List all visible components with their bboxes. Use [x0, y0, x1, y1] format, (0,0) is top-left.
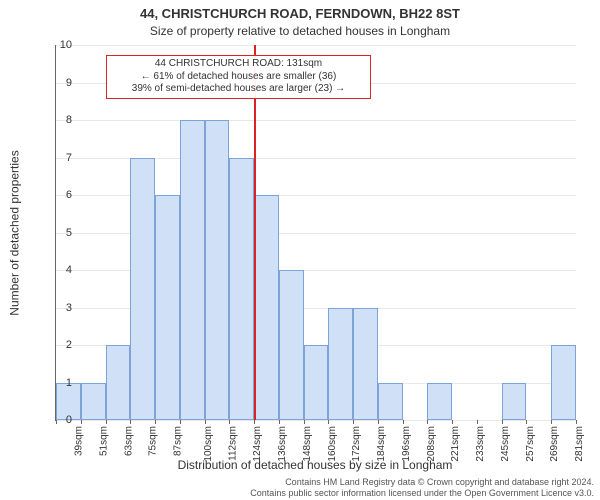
- x-tick-label: 184sqm: [376, 426, 387, 462]
- x-tick-label: 136sqm: [277, 426, 288, 462]
- gridline: [56, 45, 576, 46]
- chart-container: 44, CHRISTCHURCH ROAD, FERNDOWN, BH22 8S…: [0, 0, 600, 500]
- x-tick-label: 257sqm: [525, 426, 536, 462]
- x-tick-label: 124sqm: [252, 426, 263, 462]
- histogram-bar: [130, 158, 155, 421]
- x-tick: [254, 420, 255, 424]
- x-tick: [403, 420, 404, 424]
- x-tick: [477, 420, 478, 424]
- histogram-bar: [205, 120, 230, 420]
- y-tick-label: 4: [52, 264, 72, 276]
- x-tick-label: 63sqm: [123, 426, 134, 456]
- x-tick: [130, 420, 131, 424]
- y-axis-label: Number of detached properties: [8, 45, 22, 420]
- x-axis-label: Distribution of detached houses by size …: [55, 458, 575, 472]
- x-tick-label: 100sqm: [203, 426, 214, 462]
- histogram-bar: [328, 308, 353, 421]
- y-tick-label: 9: [52, 77, 72, 89]
- y-tick-label: 5: [52, 227, 72, 239]
- x-tick-label: 245sqm: [500, 426, 511, 462]
- x-tick: [576, 420, 577, 424]
- gridline: [56, 120, 576, 121]
- histogram-bar: [229, 158, 254, 421]
- x-tick-label: 39sqm: [74, 426, 85, 456]
- gridline: [56, 420, 576, 421]
- histogram-bar: [81, 383, 106, 421]
- footer-attribution: Contains HM Land Registry data © Crown c…: [250, 477, 594, 498]
- histogram-bar: [155, 195, 180, 420]
- x-tick: [452, 420, 453, 424]
- y-tick-label: 0: [52, 414, 72, 426]
- x-tick-label: 51sqm: [98, 426, 109, 456]
- x-tick: [526, 420, 527, 424]
- x-tick-label: 269sqm: [550, 426, 561, 462]
- y-tick-label: 6: [52, 189, 72, 201]
- x-tick-label: 208sqm: [426, 426, 437, 462]
- x-tick: [279, 420, 280, 424]
- histogram-bar: [254, 195, 279, 420]
- x-tick: [378, 420, 379, 424]
- plot-area: 44 CHRISTCHURCH ROAD: 131sqm← 61% of det…: [55, 45, 576, 421]
- x-tick: [155, 420, 156, 424]
- histogram-bar: [551, 345, 576, 420]
- x-tick: [353, 420, 354, 424]
- histogram-bar: [502, 383, 527, 421]
- x-tick-label: 112sqm: [227, 426, 238, 461]
- x-tick: [502, 420, 503, 424]
- annotation-box: 44 CHRISTCHURCH ROAD: 131sqm← 61% of det…: [106, 55, 371, 99]
- y-tick-label: 10: [52, 39, 72, 51]
- x-tick: [551, 420, 552, 424]
- x-tick-label: 196sqm: [401, 426, 412, 462]
- histogram-bar: [304, 345, 329, 420]
- histogram-bar: [180, 120, 205, 420]
- histogram-bar: [353, 308, 378, 421]
- y-tick-label: 2: [52, 339, 72, 351]
- y-tick-label: 7: [52, 152, 72, 164]
- chart-subtitle: Size of property relative to detached ho…: [0, 24, 600, 38]
- x-tick-label: 75sqm: [148, 426, 159, 456]
- histogram-bar: [106, 345, 131, 420]
- histogram-bar: [378, 383, 403, 421]
- y-tick-label: 8: [52, 114, 72, 126]
- chart-title: 44, CHRISTCHURCH ROAD, FERNDOWN, BH22 8S…: [0, 6, 600, 21]
- x-tick: [328, 420, 329, 424]
- x-tick: [106, 420, 107, 424]
- histogram-bar: [427, 383, 452, 421]
- x-tick-label: 160sqm: [327, 426, 338, 462]
- x-tick: [205, 420, 206, 424]
- marker-line: [254, 45, 256, 420]
- x-tick-label: 281sqm: [574, 426, 585, 462]
- x-tick-label: 172sqm: [351, 426, 362, 462]
- x-tick-label: 221sqm: [451, 426, 462, 462]
- x-tick-label: 148sqm: [302, 426, 313, 462]
- x-tick: [304, 420, 305, 424]
- x-tick: [180, 420, 181, 424]
- x-tick-label: 87sqm: [173, 426, 184, 456]
- x-tick: [229, 420, 230, 424]
- histogram-bar: [279, 270, 304, 420]
- x-tick: [81, 420, 82, 424]
- y-tick-label: 1: [52, 377, 72, 389]
- x-tick-label: 233sqm: [475, 426, 486, 462]
- x-tick: [427, 420, 428, 424]
- y-tick-label: 3: [52, 302, 72, 314]
